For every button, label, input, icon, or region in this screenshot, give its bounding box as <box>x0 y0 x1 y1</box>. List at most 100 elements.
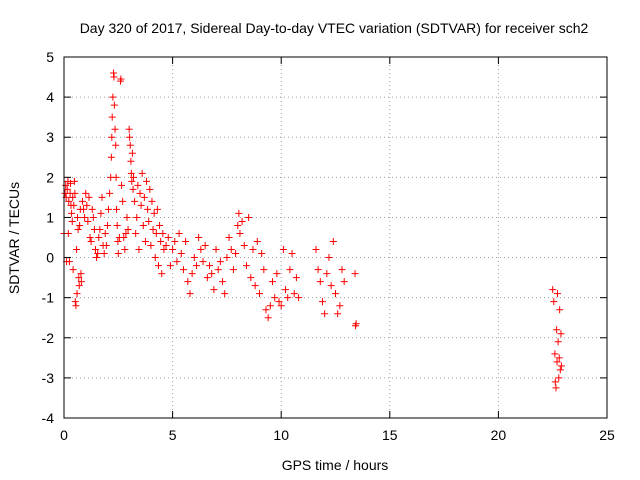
data-point-plus-marker <box>145 217 153 225</box>
data-point-plus-marker <box>197 246 205 254</box>
data-point-plus-marker <box>96 225 104 233</box>
data-point-plus-marker <box>98 193 106 201</box>
data-point-plus-marker <box>110 73 118 81</box>
data-point-plus-marker <box>73 213 81 221</box>
data-point-plus-marker <box>150 209 158 217</box>
x-axis-ticks: 0 5 10 15 20 25 <box>60 57 615 443</box>
data-point-plus-marker <box>146 185 154 193</box>
data-point-plus-marker <box>124 225 132 233</box>
data-point-plus-marker <box>238 217 246 225</box>
data-point-plus-marker <box>81 213 89 221</box>
data-point-plus-marker <box>286 266 294 274</box>
data-point-plus-marker <box>70 177 78 185</box>
data-point-plus-marker <box>68 217 76 225</box>
data-point-plus-marker <box>107 153 115 161</box>
y-tick-label: -3 <box>42 370 55 386</box>
data-point-plus-marker <box>67 179 75 187</box>
data-point-plus-marker <box>247 274 255 282</box>
data-point-plus-marker <box>255 290 263 298</box>
data-point-plus-marker <box>85 193 93 201</box>
y-tick-label: 2 <box>46 169 54 185</box>
data-point-plus-marker <box>108 113 116 121</box>
data-point-plus-marker <box>203 274 211 282</box>
data-point-plus-marker <box>199 258 207 266</box>
data-point-plus-marker <box>338 266 346 274</box>
data-point-plus-marker <box>162 242 170 250</box>
data-point-plus-marker <box>62 181 70 189</box>
data-point-plus-marker <box>334 310 342 318</box>
data-point-plus-marker <box>182 238 190 246</box>
data-point-plus-marker <box>100 250 108 258</box>
data-point-plus-marker <box>93 254 101 262</box>
data-point-plus-marker <box>550 298 558 306</box>
data-point-plus-marker <box>262 306 270 314</box>
data-point-plus-marker <box>131 197 139 205</box>
data-point-plus-marker <box>128 177 136 185</box>
data-point-plus-marker <box>329 238 337 246</box>
data-point-plus-marker <box>149 225 157 233</box>
data-point-plus-marker <box>266 302 274 310</box>
data-point-plus-marker <box>325 254 333 262</box>
data-point-plus-marker <box>88 205 96 213</box>
data-point-plus-marker <box>112 173 120 181</box>
data-point-plus-marker <box>201 242 209 250</box>
data-point-plus-marker <box>549 286 557 294</box>
data-point-plus-marker <box>94 250 102 258</box>
x-tick-label: 25 <box>599 427 615 443</box>
data-point-plus-marker <box>78 197 86 205</box>
data-point-plus-marker <box>269 278 277 286</box>
data-point-plus-marker <box>147 242 155 250</box>
data-point-plus-marker <box>556 366 564 374</box>
data-point-plus-marker <box>242 262 250 270</box>
x-axis-label: GPS time / hours <box>282 457 389 473</box>
data-point-plus-marker <box>179 266 187 274</box>
data-point-plus-marker <box>109 93 117 101</box>
data-point-plus-marker <box>223 254 231 262</box>
y-tick-label: -2 <box>42 330 55 346</box>
data-point-plus-marker <box>232 250 240 258</box>
data-point-plus-marker <box>148 197 156 205</box>
data-point-plus-marker <box>130 173 138 181</box>
data-point-plus-marker <box>80 205 88 213</box>
data-point-plus-marker <box>63 185 71 193</box>
data-point-plus-marker <box>173 258 181 266</box>
data-point-plus-marker <box>553 290 561 298</box>
data-point-plus-marker <box>82 189 90 197</box>
data-point-plus-marker <box>157 238 165 246</box>
data-point-plus-marker <box>87 238 95 246</box>
data-point-plus-marker <box>245 213 253 221</box>
y-tick-label: 1 <box>46 209 54 225</box>
data-point-plus-marker <box>186 290 194 298</box>
data-point-plus-marker <box>111 125 119 133</box>
data-point-plus-marker <box>69 193 77 201</box>
data-point-plus-marker <box>295 294 303 302</box>
data-point-plus-marker <box>106 189 114 197</box>
data-point-plus-marker <box>120 234 128 241</box>
data-point-plus-marker <box>112 141 120 149</box>
data-point-plus-marker <box>154 262 162 270</box>
data-point-plus-marker <box>314 266 322 274</box>
data-point-plus-marker <box>119 197 127 205</box>
data-point-plus-marker <box>336 302 344 310</box>
y-tick-label: -4 <box>42 410 55 426</box>
data-point-plus-marker <box>351 270 359 278</box>
data-point-plus-marker <box>275 298 283 306</box>
data-point-plus-marker <box>71 298 79 306</box>
data-point-plus-marker <box>192 262 200 270</box>
chart-title: Day 320 of 2017, Sidereal Day-to-day VTE… <box>80 20 589 36</box>
data-point-plus-marker <box>91 246 99 254</box>
data-point-plus-marker <box>318 298 326 306</box>
data-point-plus-marker <box>75 274 83 282</box>
data-point-plus-marker <box>323 270 331 278</box>
data-point-plus-marker <box>553 358 561 366</box>
data-point-plus-marker <box>125 125 133 133</box>
data-point-plus-marker <box>132 229 140 237</box>
data-point-plus-marker <box>123 213 131 221</box>
data-point-plus-marker <box>126 133 134 141</box>
data-point-plus-marker <box>84 217 92 225</box>
data-point-plus-marker <box>188 270 196 278</box>
data-point-plus-marker <box>89 213 97 221</box>
data-point-plus-marker <box>219 278 227 286</box>
data-point-plus-marker <box>71 189 79 197</box>
data-point-plus-marker <box>121 246 129 254</box>
